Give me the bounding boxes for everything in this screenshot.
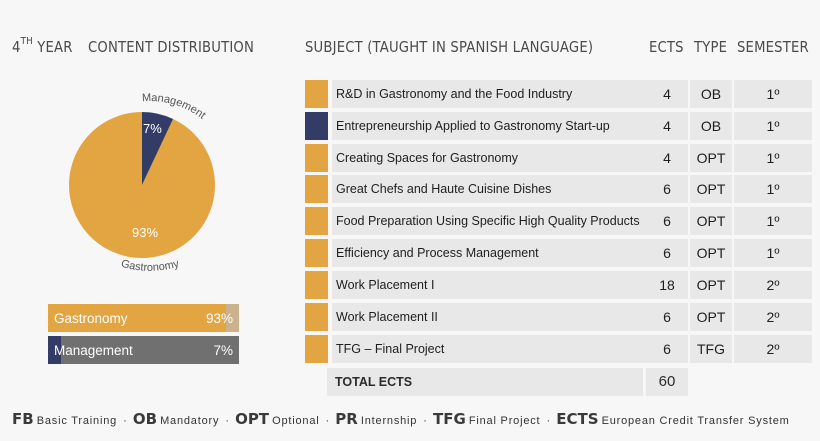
subject-type: OPT	[690, 239, 732, 267]
bar-gastronomy-rest	[225, 304, 239, 332]
subject-area-swatch	[305, 112, 328, 140]
subject-type: OPT	[690, 207, 732, 235]
pie-slice-management	[142, 112, 174, 185]
bar-management-fill	[48, 336, 62, 364]
subject-area-swatch	[305, 303, 328, 331]
subject-ects: 4	[646, 80, 688, 108]
subject-semester: 1º	[734, 80, 812, 108]
legend-abbr: FB	[12, 410, 34, 428]
total-ects-value: 60	[646, 368, 688, 396]
subject-area-swatch	[305, 80, 328, 108]
legend-separator: ·	[123, 415, 127, 427]
legend-separator: ·	[225, 415, 229, 427]
subject-name: Work Placement I	[332, 271, 648, 299]
subject-type: OPT	[690, 175, 732, 203]
ects-column-header: ECTS	[649, 38, 684, 56]
subject-ects: 6	[646, 207, 688, 235]
subject-area-swatch	[305, 207, 328, 235]
subject-semester: 2º	[734, 303, 812, 331]
bar-gastronomy-value: 93%	[205, 310, 233, 326]
subject-semester: 1º	[734, 207, 812, 235]
subject-type: OPT	[690, 303, 732, 331]
subject-semester: 2º	[734, 335, 812, 363]
subject-area-swatch	[305, 271, 328, 299]
subject-type: OB	[690, 80, 732, 108]
bar-management: Management 7%	[48, 336, 239, 364]
subject-type: OB	[690, 112, 732, 140]
legend-separator: ·	[546, 415, 551, 427]
bar-gastronomy: Gastronomy 93%	[48, 304, 239, 332]
year-word: YEAR	[37, 38, 73, 56]
subject-name: R&D in Gastronomy and the Food Industry	[332, 80, 648, 108]
subject-ects: 6	[646, 303, 688, 331]
subject-name: Entrepreneurship Applied to Gastronomy S…	[332, 112, 648, 140]
content-distribution-pie: 93% 7% Management Gastronomy	[50, 80, 250, 280]
subject-semester: 1º	[734, 144, 812, 172]
legend-abbr: PR	[335, 410, 358, 428]
year-heading: 4TH YEAR	[12, 36, 73, 56]
subject-name: Food Preparation Using Specific High Qua…	[332, 207, 648, 235]
content-distribution-heading: CONTENT DISTRIBUTION	[88, 38, 255, 56]
subject-type: OPT	[690, 271, 732, 299]
legend-abbr: ECTS	[556, 410, 599, 428]
subject-ects: 6	[646, 175, 688, 203]
pie-chart-svg: 93% 7% Management Gastronomy	[69, 92, 215, 274]
type-column-header: TYPE	[694, 38, 728, 56]
subject-ects: 6	[646, 335, 688, 363]
subject-name: Creating Spaces for Gastronomy	[332, 144, 648, 172]
subject-area-swatch	[305, 144, 328, 172]
legend-desc: Basic Training	[36, 415, 118, 427]
bar-gastronomy-fill	[48, 304, 226, 332]
legend-separator: ·	[423, 415, 427, 427]
subject-name: Work Placement II	[332, 303, 648, 331]
subject-column-header: SUBJECT (TAUGHT IN SPANISH LANGUAGE)	[305, 38, 594, 56]
subject-ects: 18	[646, 271, 688, 299]
subject-type: OPT	[690, 144, 732, 172]
bar-management-rest	[61, 336, 239, 364]
legend-abbr: OB	[132, 410, 158, 428]
total-ects-label: TOTAL ECTS	[327, 368, 643, 396]
subject-ects: 4	[646, 112, 688, 140]
legend-abbr: OPT	[235, 410, 270, 428]
year-suffix: TH	[20, 36, 33, 47]
subject-ects: 6	[646, 239, 688, 267]
legend-desc: Final Project	[468, 415, 541, 427]
subject-area-swatch	[305, 175, 328, 203]
bar-management-value: 7%	[213, 342, 233, 358]
subject-area-swatch	[305, 335, 328, 363]
subject-semester: 2º	[734, 271, 812, 299]
subject-name: TFG – Final Project	[332, 335, 648, 363]
year-number: 4	[12, 38, 21, 56]
legend-abbr: TFG	[433, 410, 466, 428]
pie-slice-label-management: 7%	[143, 121, 162, 136]
subject-name: Great Chefs and Haute Cuisine Dishes	[332, 175, 648, 203]
subject-name: Efficiency and Process Management	[332, 239, 648, 267]
pie-outer-label-gastronomy: Gastronomy	[120, 258, 181, 274]
bar-gastronomy-label: Gastronomy	[54, 310, 128, 326]
legend-desc: Optional	[272, 415, 320, 427]
pie-slice-label-gastronomy: 93%	[132, 225, 158, 240]
legend-desc: European Credit Transfer System	[601, 415, 790, 427]
subject-semester: 1º	[734, 239, 812, 267]
abbreviation-legend: FB Basic Training · OB Mandatory · OPT O…	[12, 410, 812, 428]
subject-semester: 1º	[734, 175, 812, 203]
legend-desc: Internship	[360, 415, 418, 427]
bar-management-label: Management	[54, 342, 133, 358]
legend-separator: ·	[325, 415, 330, 427]
subject-semester: 1º	[734, 112, 812, 140]
subject-ects: 4	[646, 144, 688, 172]
legend-desc: Mandatory	[160, 415, 220, 427]
subject-type: TFG	[690, 335, 732, 363]
subject-area-swatch	[305, 239, 328, 267]
semester-column-header: SEMESTER	[737, 38, 809, 56]
